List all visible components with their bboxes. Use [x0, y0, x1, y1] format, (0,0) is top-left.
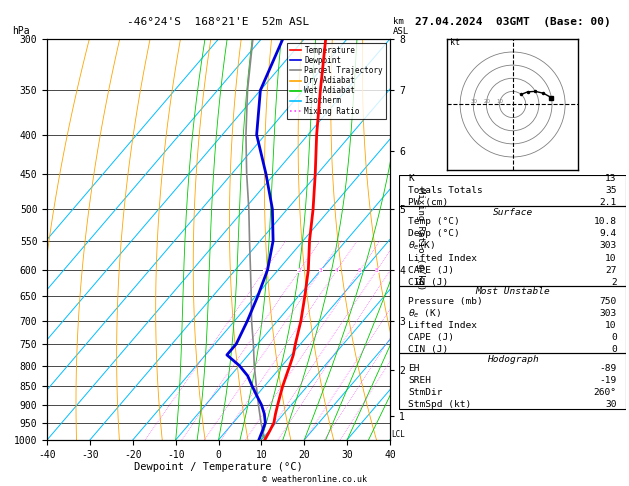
Bar	[399, 206, 626, 286]
Text: 35: 35	[605, 186, 617, 195]
Legend: Temperature, Dewpoint, Parcel Trajectory, Dry Adiabat, Wet Adiabat, Isotherm, Mi: Temperature, Dewpoint, Parcel Trajectory…	[287, 43, 386, 119]
Text: K: K	[408, 174, 415, 183]
Text: 9.4: 9.4	[599, 229, 617, 239]
Text: -46°24'S  168°21'E  52m ASL: -46°24'S 168°21'E 52m ASL	[128, 17, 309, 27]
Text: 6: 6	[358, 268, 362, 273]
Text: EH: EH	[408, 364, 420, 373]
Text: 30: 30	[470, 99, 477, 104]
Text: LCL: LCL	[391, 430, 405, 439]
Text: -19: -19	[599, 376, 617, 385]
Text: PW (cm): PW (cm)	[408, 198, 448, 207]
Text: CAPE (J): CAPE (J)	[408, 265, 455, 275]
Text: Lifted Index: Lifted Index	[408, 321, 477, 330]
Text: Temp (°C): Temp (°C)	[408, 217, 460, 226]
Text: $\theta_e$(K): $\theta_e$(K)	[408, 240, 436, 252]
Text: 8: 8	[375, 268, 379, 273]
Text: 3: 3	[319, 268, 323, 273]
Text: StmDir: StmDir	[408, 388, 443, 398]
X-axis label: Dewpoint / Temperature (°C): Dewpoint / Temperature (°C)	[134, 462, 303, 472]
Text: CIN (J): CIN (J)	[408, 345, 448, 354]
Text: $\theta_e$ (K): $\theta_e$ (K)	[408, 307, 442, 320]
Text: 303: 303	[599, 242, 617, 250]
Bar	[399, 175, 626, 206]
Text: 10: 10	[605, 321, 617, 330]
Text: 2.1: 2.1	[599, 198, 617, 207]
Text: 27.04.2024  03GMT  (Base: 00): 27.04.2024 03GMT (Base: 00)	[415, 17, 611, 27]
Bar	[399, 286, 626, 353]
Text: Hodograph: Hodograph	[487, 355, 538, 364]
Text: 10.8: 10.8	[594, 217, 617, 226]
Text: StmSpd (kt): StmSpd (kt)	[408, 400, 472, 409]
Text: km
ASL: km ASL	[393, 17, 409, 36]
Text: Pressure (mb): Pressure (mb)	[408, 297, 483, 306]
Text: 0: 0	[611, 333, 617, 342]
Text: 13: 13	[605, 174, 617, 183]
Text: 10: 10	[605, 254, 617, 262]
Text: 27: 27	[605, 265, 617, 275]
Text: -89: -89	[599, 364, 617, 373]
Text: Surface: Surface	[493, 208, 533, 217]
Text: kt: kt	[450, 38, 460, 48]
Y-axis label: Mixing Ratio (g/kg): Mixing Ratio (g/kg)	[416, 188, 425, 291]
Text: 1: 1	[263, 268, 267, 273]
Text: CAPE (J): CAPE (J)	[408, 333, 455, 342]
Text: Totals Totals: Totals Totals	[408, 186, 483, 195]
Text: 4: 4	[335, 268, 338, 273]
Text: Dewp (°C): Dewp (°C)	[408, 229, 460, 239]
Text: 0: 0	[611, 345, 617, 354]
Text: 2: 2	[298, 268, 301, 273]
Bar	[399, 353, 626, 409]
Text: 10: 10	[497, 99, 504, 104]
Text: Most Unstable: Most Unstable	[476, 287, 550, 296]
Text: SREH: SREH	[408, 376, 431, 385]
Text: 30: 30	[605, 400, 617, 409]
Text: 2: 2	[611, 278, 617, 287]
Text: CIN (J): CIN (J)	[408, 278, 448, 287]
Text: Lifted Index: Lifted Index	[408, 254, 477, 262]
Text: 20: 20	[484, 99, 491, 104]
Text: 303: 303	[599, 309, 617, 318]
Text: 260°: 260°	[594, 388, 617, 398]
Text: © weatheronline.co.uk: © weatheronline.co.uk	[262, 474, 367, 484]
Text: hPa: hPa	[13, 26, 30, 36]
Text: 750: 750	[599, 297, 617, 306]
